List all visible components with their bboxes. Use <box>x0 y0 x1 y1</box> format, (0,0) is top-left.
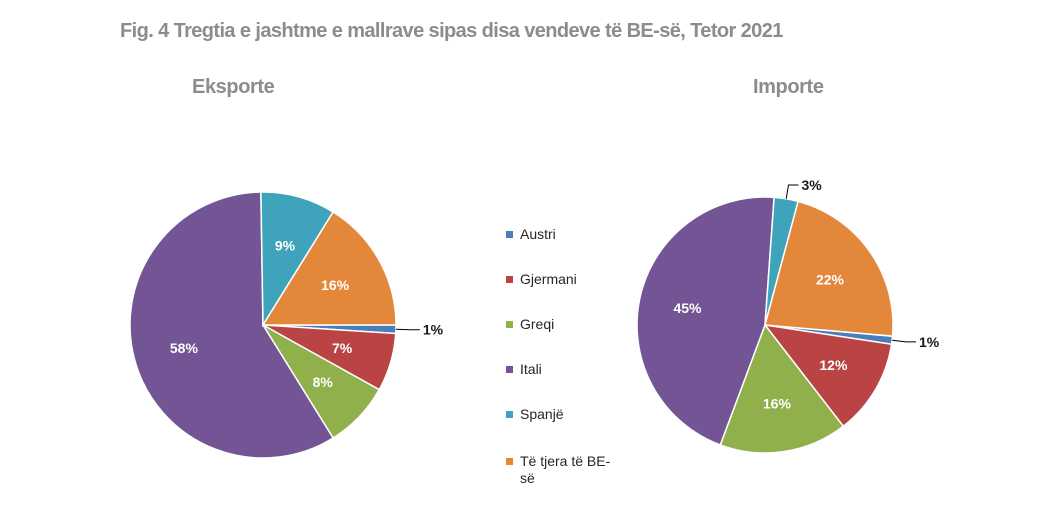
pie-slice-t-tjera-t-be-s <box>764 200 894 337</box>
legend-swatch <box>506 321 513 328</box>
pie-slice-t-tjera-t-be-s <box>261 210 397 326</box>
pie-slice-gjermani <box>763 323 893 428</box>
exports-pie-title: Eksporte <box>192 76 275 98</box>
pie-data-label: 9% <box>275 238 296 254</box>
legend-label: Të tjera të BE-së <box>520 453 611 486</box>
leader-line <box>395 328 420 331</box>
figure-title: Fig. 4 Tregtia e jashtme e mallrave sipa… <box>120 20 783 42</box>
pie-slice-itali <box>129 191 335 459</box>
pie-slice-itali <box>636 196 775 446</box>
legend-label: Gjermani <box>520 271 577 287</box>
legend-label: Itali <box>520 361 542 377</box>
pie-data-label: 8% <box>313 374 334 390</box>
legend-swatch <box>506 276 513 283</box>
leader-line <box>892 339 916 343</box>
pie-data-label: 16% <box>321 277 350 293</box>
legend-label: Austri <box>520 226 556 242</box>
pie-data-label: 1% <box>919 334 940 350</box>
pie-data-label: 45% <box>673 300 702 316</box>
pie-data-label: 58% <box>170 340 199 356</box>
imports-pie-title: Importe <box>753 76 824 98</box>
pie-data-label: 3% <box>802 177 823 193</box>
legend-label: Greqi <box>520 316 555 332</box>
legend-swatch <box>506 411 513 418</box>
pie-data-label: 12% <box>819 357 848 373</box>
legend-swatch <box>506 458 513 465</box>
pie-data-label: 16% <box>763 396 792 412</box>
pie-data-label: 22% <box>816 272 845 288</box>
leader-line <box>785 184 799 199</box>
legend-swatch <box>506 231 513 238</box>
legend-label: Spanjë <box>520 406 564 422</box>
pie-data-label: 7% <box>332 340 353 356</box>
legend-swatch <box>506 366 513 373</box>
pie-data-label: 1% <box>423 322 444 338</box>
pie-slice-greqi <box>719 323 845 454</box>
